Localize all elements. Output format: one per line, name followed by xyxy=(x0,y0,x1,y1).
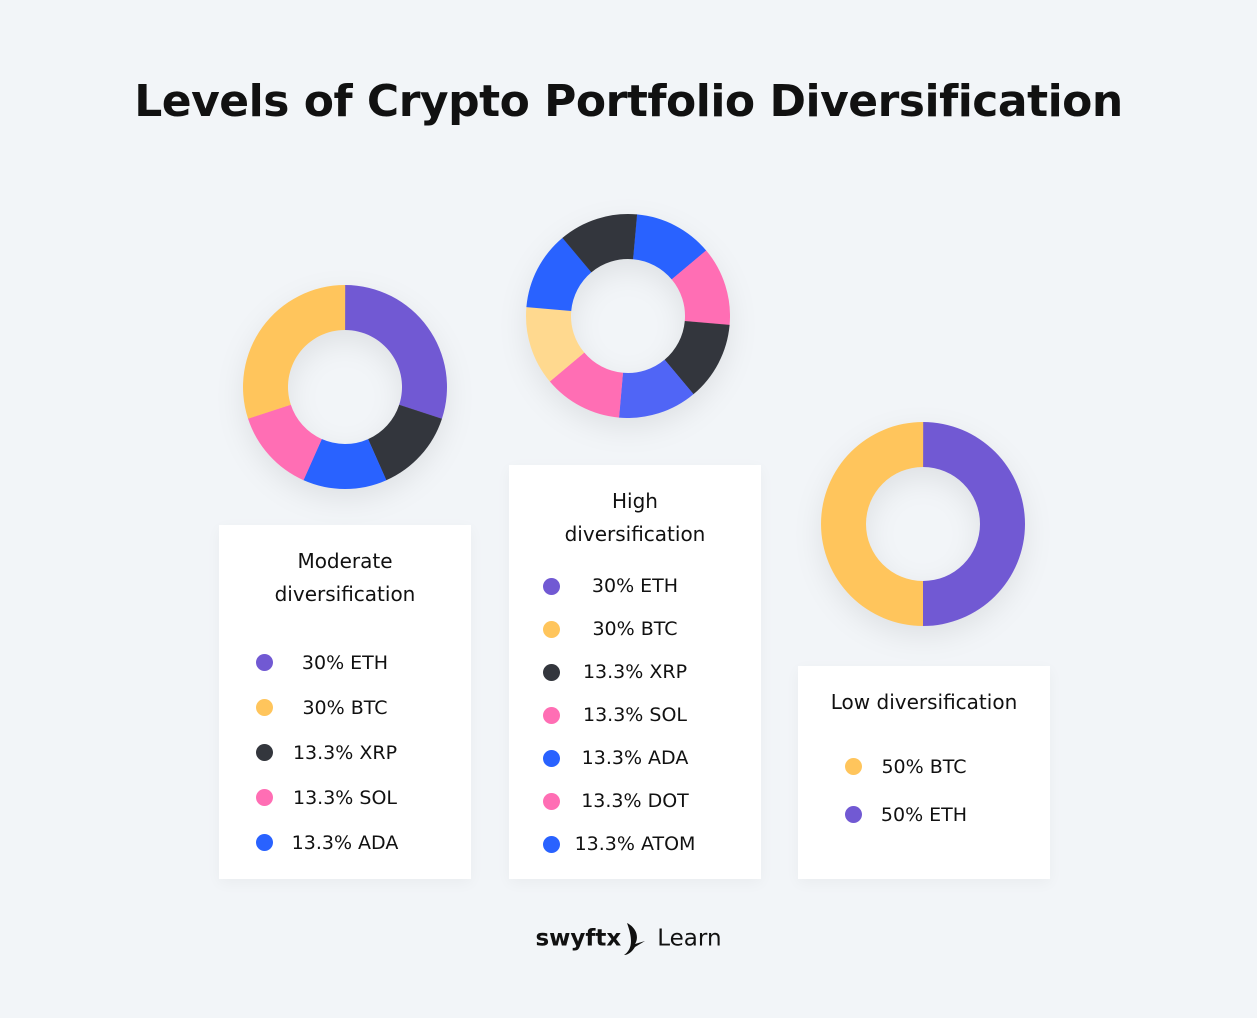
legend-item-eth: 30% ETH xyxy=(509,565,761,608)
section-name: Learn xyxy=(657,925,722,952)
legend-dot xyxy=(543,836,560,853)
legend-dot xyxy=(256,654,273,671)
donut-slice-xrp xyxy=(368,404,442,481)
donut-slice-eth xyxy=(922,422,1026,626)
legend-card-high: High diversification 30% ETH 30% BTC 13.3% X… xyxy=(509,465,761,879)
donut-slice-segment xyxy=(664,320,730,395)
legend-label: 30% ETH xyxy=(591,575,679,597)
legend-item-dot: 13.3% DOT xyxy=(509,780,761,823)
legend-item-ada: 13.3% ADA xyxy=(219,821,471,866)
donut-slice-segment xyxy=(671,250,730,326)
legend-title: Moderate diversification xyxy=(219,545,471,611)
legend-label: 50% BTC xyxy=(881,756,967,778)
legend-dot xyxy=(256,699,273,716)
donut-slice-btc xyxy=(243,285,346,419)
donut-chart-low xyxy=(821,422,1026,626)
legend-item-atom: 13.3% ATOM xyxy=(509,823,761,866)
legend-label: 13.3% XRP xyxy=(292,742,398,764)
donut-slice-eth xyxy=(345,285,447,419)
legend-dot xyxy=(845,758,862,775)
donut-slice-segment xyxy=(618,359,694,418)
legend-label: 13.3% DOT xyxy=(581,790,689,812)
donut-slice-segment xyxy=(549,352,624,418)
legend-dot xyxy=(543,793,560,810)
donut-slice-segment xyxy=(526,306,585,382)
donut-slice-ada xyxy=(303,439,387,489)
legend-title-line: diversification xyxy=(564,522,706,546)
legend-label: 30% BTC xyxy=(302,697,388,719)
legend-label: 30% BTC xyxy=(592,618,678,640)
legend-dot xyxy=(256,789,273,806)
legend-dot xyxy=(845,806,862,823)
page-title: Levels of Crypto Portfolio Diversificati… xyxy=(134,76,1123,127)
legend-dot xyxy=(256,834,273,851)
legend-dot xyxy=(543,578,560,595)
legend-item-xrp: 13.3% XRP xyxy=(219,731,471,776)
legend-item-btc: 30% BTC xyxy=(509,608,761,651)
legend-label: 30% ETH xyxy=(301,652,389,674)
legend-title-line: Moderate xyxy=(297,549,393,573)
footer-logo: swyftx Learn xyxy=(0,922,1257,956)
legend-title-line: Low diversification xyxy=(830,690,1018,714)
legend-item-xrp: 13.3% XRP xyxy=(509,651,761,694)
legend-title-line: High xyxy=(612,489,658,513)
legend-label: 50% ETH xyxy=(880,804,968,826)
legend-item-sol: 13.3% SOL xyxy=(219,776,471,821)
legend-label: 13.3% ATOM xyxy=(574,833,696,855)
legend-item-sol: 13.3% SOL xyxy=(509,694,761,737)
legend-item-eth: 30% ETH xyxy=(219,641,471,686)
legend-label: 13.3% ADA xyxy=(291,832,399,854)
legend-dot xyxy=(543,750,560,767)
donut-slice-segment xyxy=(562,214,638,273)
legend-label: 13.3% ADA xyxy=(581,747,689,769)
donut-slice-segment xyxy=(526,237,592,312)
donut-slice-sol xyxy=(247,404,322,481)
legend-label: 13.3% SOL xyxy=(583,704,687,726)
legend-title: High diversification xyxy=(509,485,761,551)
legend-dot xyxy=(543,664,560,681)
legend-title: Low diversification xyxy=(798,686,1050,719)
legend-item-btc: 50% BTC xyxy=(798,743,1050,791)
brand-name: swyftx xyxy=(535,925,622,952)
legend-title-line: diversification xyxy=(274,582,416,606)
donut-chart-high xyxy=(526,214,730,418)
donut-chart-moderate xyxy=(243,285,447,489)
legend-item-ada: 13.3% ADA xyxy=(509,737,761,780)
legend-dot xyxy=(543,707,560,724)
donut-slice-btc xyxy=(821,422,924,626)
legend-label: 13.3% XRP xyxy=(582,661,688,683)
legend-dot xyxy=(543,621,560,638)
legend-item-eth: 50% ETH xyxy=(798,791,1050,839)
legend-item-btc: 30% BTC xyxy=(219,686,471,731)
legend-card-moderate: Moderate diversification 30% ETH 30% BTC 13.… xyxy=(219,525,471,879)
legend-label: 13.3% SOL xyxy=(293,787,397,809)
donut-slice-segment xyxy=(632,214,707,280)
legend-dot xyxy=(256,744,273,761)
legend-card-low: Low diversification 50% BTC 50% ETH xyxy=(798,666,1050,879)
swallow-bird-icon xyxy=(624,923,646,955)
